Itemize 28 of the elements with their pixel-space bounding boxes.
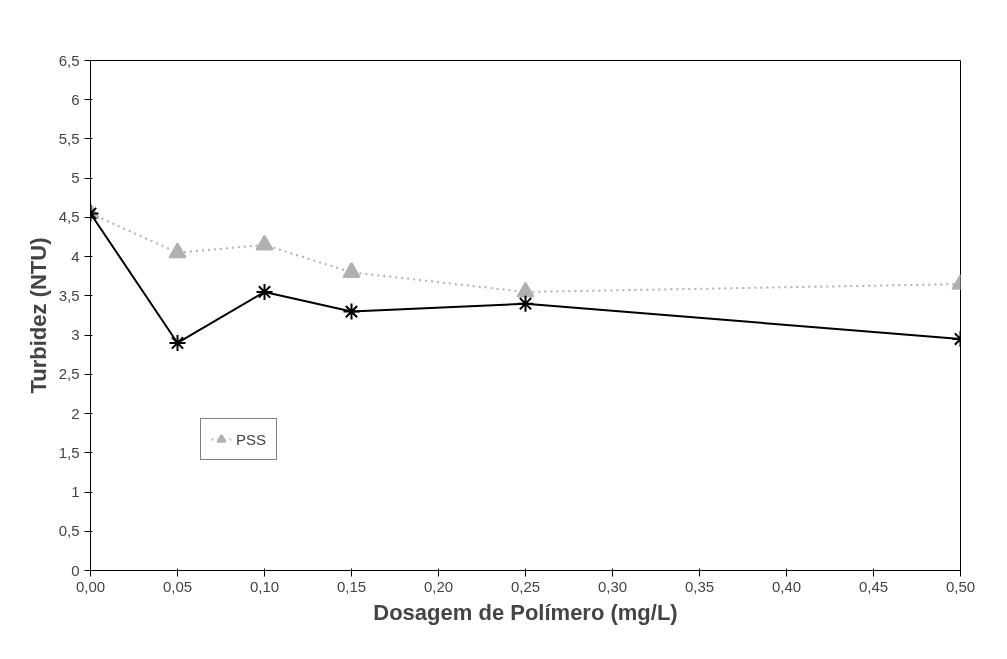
x-tick-label: 0,10 <box>249 577 280 595</box>
y-tick-label: 6 <box>71 90 80 108</box>
x-tick-label: 0,50 <box>945 577 976 595</box>
legend-label: PSS <box>236 430 267 448</box>
y-tick-label: 0 <box>71 561 80 579</box>
y-tick-label: 5,5 <box>58 129 80 147</box>
y-tick-label: 2,5 <box>58 365 80 383</box>
x-tick-label: 0,25 <box>510 577 541 595</box>
y-tick-label: 3 <box>71 326 80 344</box>
x-tick-label: 0,15 <box>336 577 367 595</box>
y-tick-label: 4 <box>71 247 80 265</box>
y-tick-label: 1,5 <box>58 443 80 461</box>
y-tick-label: 0,5 <box>58 522 80 540</box>
x-tick-label: 0,30 <box>597 577 628 595</box>
x-tick-label: 0,40 <box>771 577 802 595</box>
x-tick-label: 0,20 <box>423 577 454 595</box>
y-tick-label: 5 <box>71 169 80 187</box>
y-axis-title: Turbidez (NTU) <box>25 237 51 394</box>
x-tick-label: 0,45 <box>858 577 889 595</box>
y-tick-label: 6,5 <box>58 51 80 69</box>
y-tick-label: 1 <box>71 483 80 501</box>
y-tick-label: 4,5 <box>58 208 80 226</box>
x-tick-label: 0,00 <box>75 577 106 595</box>
y-tick-label: 3,5 <box>58 286 80 304</box>
x-axis-title: Dosagem de Polímero (mg/L) <box>373 599 678 625</box>
x-tick-label: 0,05 <box>162 577 193 595</box>
x-tick-label: 0,35 <box>684 577 715 595</box>
y-tick-label: 2 <box>71 404 80 422</box>
